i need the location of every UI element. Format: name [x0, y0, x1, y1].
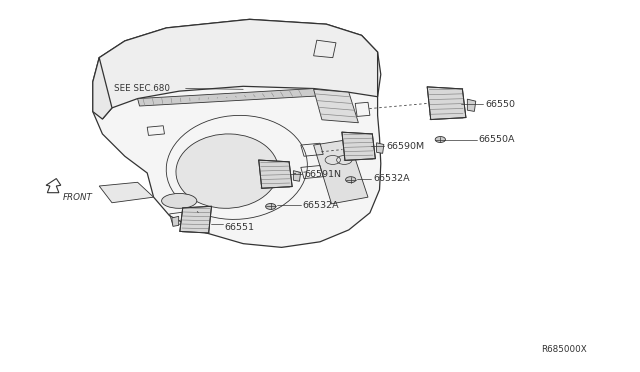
Polygon shape — [46, 179, 61, 193]
Polygon shape — [342, 132, 375, 160]
Text: 66590M: 66590M — [386, 142, 424, 151]
Circle shape — [346, 177, 356, 183]
Text: SEE SEC.680: SEE SEC.680 — [114, 84, 170, 93]
Circle shape — [435, 137, 445, 142]
Polygon shape — [93, 19, 381, 247]
Polygon shape — [314, 89, 358, 123]
Polygon shape — [180, 206, 211, 233]
Text: FRONT: FRONT — [63, 193, 93, 202]
Polygon shape — [138, 89, 317, 106]
Polygon shape — [172, 217, 179, 226]
Ellipse shape — [176, 134, 278, 208]
Ellipse shape — [162, 193, 197, 208]
Polygon shape — [428, 87, 466, 120]
Polygon shape — [467, 99, 476, 111]
Polygon shape — [259, 160, 292, 188]
Polygon shape — [93, 58, 112, 119]
Text: 66591N: 66591N — [304, 170, 341, 179]
Text: 66532A: 66532A — [303, 201, 339, 210]
Circle shape — [266, 203, 276, 209]
Text: 66532A: 66532A — [373, 174, 410, 183]
Text: 66551: 66551 — [224, 223, 254, 232]
Polygon shape — [99, 19, 378, 119]
Polygon shape — [376, 143, 384, 153]
Text: 66550A: 66550A — [479, 135, 515, 144]
Text: 66550: 66550 — [485, 100, 515, 109]
Text: R685000X: R685000X — [541, 345, 588, 354]
Polygon shape — [293, 171, 301, 181]
Polygon shape — [99, 182, 154, 203]
Polygon shape — [314, 140, 368, 204]
